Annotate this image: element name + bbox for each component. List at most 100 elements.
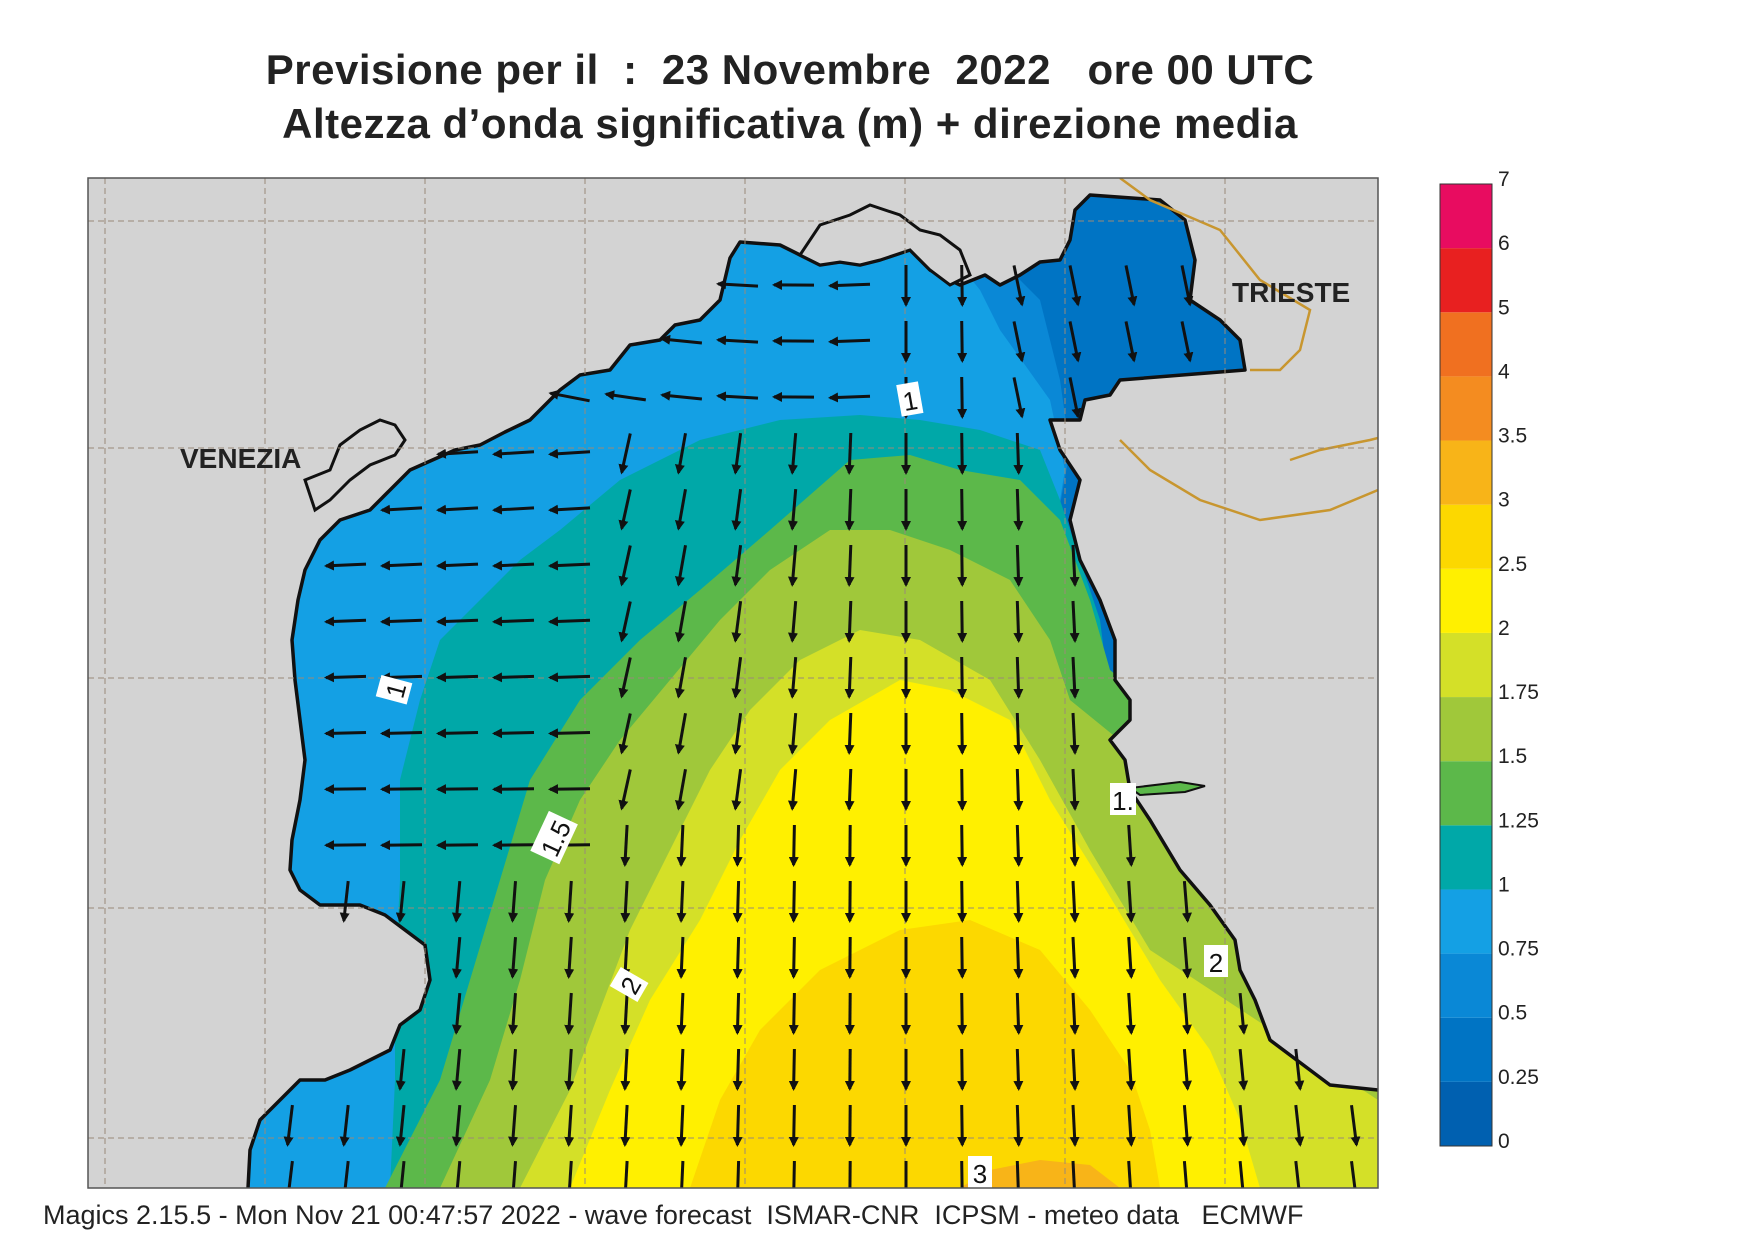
- direction-arrow: [674, 433, 687, 475]
- legend-tick-label: 3: [1498, 489, 1510, 512]
- direction-arrow: [1181, 1048, 1192, 1091]
- direction-arrow: [380, 616, 423, 627]
- direction-arrow: [1124, 265, 1138, 307]
- direction-arrow: [287, 1160, 294, 1188]
- direction-arrow: [957, 768, 968, 811]
- direction-arrow: [618, 657, 632, 699]
- direction-arrow: [1125, 1104, 1136, 1147]
- direction-arrow: [1013, 712, 1024, 755]
- direction-arrow: [548, 389, 590, 403]
- direction-arrow: [1124, 321, 1138, 363]
- direction-arrow: [957, 712, 968, 755]
- direction-arrow: [787, 488, 798, 531]
- legend-tick-label: 7: [1498, 168, 1510, 191]
- direction-arrow: [395, 1048, 406, 1091]
- direction-arrow: [787, 432, 798, 475]
- legend-tick-label: 0.75: [1498, 938, 1539, 961]
- national-border: [1119, 178, 1378, 522]
- direction-arrow: [451, 1048, 462, 1091]
- direction-arrow: [957, 600, 968, 643]
- direction-arrow: [957, 376, 968, 419]
- legend-swatch: [1440, 1081, 1492, 1146]
- direction-arrow: [1013, 600, 1024, 643]
- legend-tick-label: 0.25: [1498, 1066, 1539, 1089]
- direction-arrow: [1069, 712, 1080, 755]
- direction-arrow: [548, 728, 591, 739]
- wave-direction-arrows: [283, 264, 1361, 1188]
- direction-arrow: [828, 336, 871, 347]
- direction-arrow: [676, 1104, 687, 1147]
- legend-swatch: [1440, 568, 1492, 633]
- direction-arrow: [732, 824, 743, 867]
- direction-arrow: [618, 713, 632, 755]
- direction-arrow: [716, 279, 759, 290]
- direction-arrow: [787, 544, 798, 587]
- direction-arrow: [436, 784, 479, 795]
- direction-arrow: [1069, 600, 1080, 643]
- direction-arrow: [1069, 936, 1080, 979]
- direction-arrow: [1068, 265, 1082, 307]
- direction-arrow: [732, 1048, 743, 1091]
- direction-arrow: [674, 713, 687, 755]
- direction-arrow: [788, 936, 799, 979]
- direction-arrow: [828, 280, 871, 291]
- direction-arrow: [844, 712, 855, 755]
- wave-band-2-50: [690, 920, 1160, 1188]
- legend-tick-label: 0: [1498, 1130, 1510, 1153]
- legend-swatch: [1440, 184, 1492, 249]
- direction-arrow: [620, 992, 631, 1035]
- direction-arrow: [620, 1104, 631, 1147]
- direction-arrow: [1294, 1160, 1301, 1188]
- direction-arrow: [618, 545, 632, 587]
- direction-arrow: [511, 1160, 517, 1188]
- direction-arrow: [957, 824, 968, 867]
- direction-arrow: [787, 712, 798, 755]
- direction-arrow: [731, 545, 743, 587]
- direction-arrow: [548, 616, 591, 627]
- direction-arrow: [618, 489, 632, 531]
- direction-arrow: [844, 656, 855, 699]
- direction-arrow: [492, 560, 535, 571]
- direction-arrow: [492, 728, 535, 739]
- legend-swatch: [1440, 440, 1492, 505]
- direction-arrow: [1238, 1160, 1245, 1188]
- map-frame: [87, 177, 1379, 1189]
- direction-arrow: [564, 992, 575, 1035]
- direction-arrow: [399, 1160, 406, 1188]
- legend-tick-label: 5: [1498, 296, 1510, 319]
- direction-arrow: [508, 1104, 519, 1147]
- legend-tick-label: 0.5: [1498, 1002, 1527, 1025]
- direction-arrow: [1069, 768, 1080, 811]
- direction-arrow: [1069, 992, 1080, 1035]
- direction-arrow: [395, 1104, 406, 1147]
- direction-arrow: [324, 616, 367, 627]
- direction-arrow: [844, 544, 855, 587]
- direction-arrow: [283, 1104, 294, 1147]
- direction-arrow: [957, 1104, 968, 1147]
- direction-arrow: [380, 560, 423, 571]
- direction-arrow: [957, 936, 968, 979]
- direction-arrow: [492, 672, 535, 683]
- direction-arrow: [788, 992, 799, 1035]
- direction-arrow: [1013, 936, 1024, 979]
- contour-label-3: 3: [968, 1156, 992, 1188]
- direction-arrow: [660, 334, 703, 345]
- direction-arrow: [1013, 656, 1024, 699]
- direction-arrow: [788, 824, 799, 867]
- direction-arrow: [1013, 432, 1024, 475]
- direction-arrow: [1350, 1105, 1361, 1147]
- direction-arrow: [451, 1104, 462, 1147]
- legend-swatch: [1440, 1017, 1492, 1082]
- direction-arrow: [618, 433, 632, 475]
- wave-band-3-00: [960, 1160, 1120, 1188]
- direction-arrow: [564, 1104, 575, 1147]
- direction-arrow: [1294, 1104, 1305, 1147]
- direction-arrow: [960, 1160, 964, 1188]
- direction-arrow: [716, 391, 759, 402]
- direction-arrow: [548, 560, 591, 571]
- legend-tick-label: 4: [1498, 360, 1510, 383]
- direction-arrow: [676, 1048, 687, 1091]
- direction-arrow: [436, 448, 479, 459]
- direction-arrow: [1069, 824, 1080, 867]
- legend-tick-label: 3.5: [1498, 425, 1527, 448]
